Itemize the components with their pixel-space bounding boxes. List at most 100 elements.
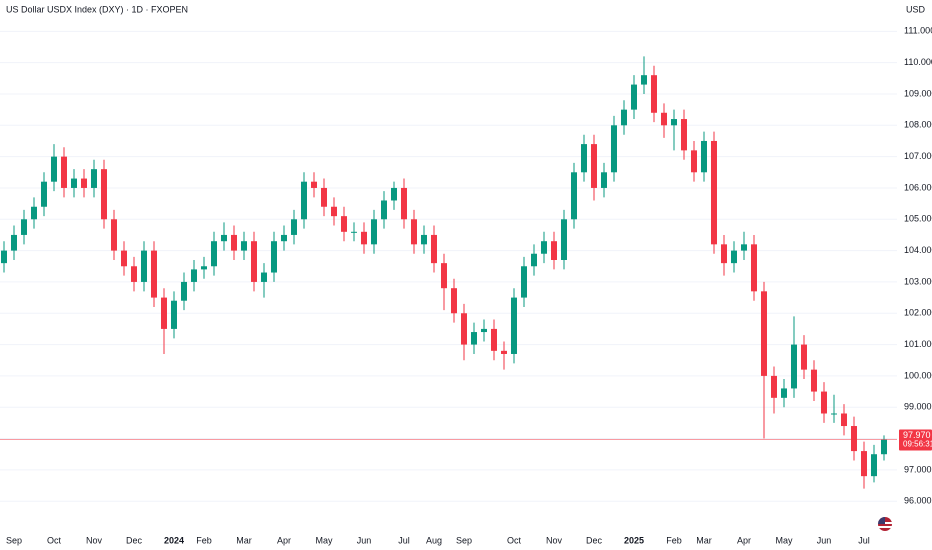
candle-body — [261, 272, 267, 282]
candle-body — [521, 266, 527, 298]
candle-body — [271, 241, 277, 273]
candle-body — [821, 391, 827, 414]
candle-body — [81, 178, 87, 188]
candle-body — [471, 332, 477, 345]
candle-body — [11, 234, 17, 251]
y-tick-label: 105.000 — [904, 214, 932, 224]
candle-body — [881, 439, 887, 455]
candle-body — [711, 140, 717, 245]
x-tick-label: 2025 — [624, 535, 644, 545]
candle-body — [301, 181, 307, 220]
candle-body — [1, 250, 7, 264]
candle-body — [701, 140, 707, 173]
plot — [1, 56, 887, 489]
candle-body — [171, 300, 177, 329]
y-tick-label: 100.000 — [904, 370, 932, 380]
candle-body — [391, 187, 397, 201]
x-tick-label: May — [775, 535, 793, 545]
x-tick-label: Feb — [666, 535, 682, 545]
candle-body — [721, 244, 727, 264]
flag-icon — [878, 517, 892, 531]
candle-body — [511, 297, 517, 354]
candle-body — [61, 156, 67, 188]
x-tick-label: Oct — [507, 535, 522, 545]
candle-body — [571, 172, 577, 220]
y-tick-label: 110.000 — [904, 57, 932, 67]
x-tick-label: Oct — [47, 535, 62, 545]
y-tick-label: 107.000 — [904, 151, 932, 161]
candle-body — [581, 144, 587, 173]
candle-body — [431, 234, 437, 264]
candle-body — [341, 216, 347, 232]
candle-body — [331, 206, 337, 217]
candle-body — [481, 328, 487, 333]
candle-body — [141, 250, 147, 282]
candle-body — [211, 241, 217, 267]
candle-body — [871, 454, 877, 477]
y-tick-label: 103.000 — [904, 276, 932, 286]
currency-label: USD — [906, 4, 926, 14]
candle-body — [91, 169, 97, 188]
candle-body — [311, 181, 317, 188]
candle-body — [601, 172, 607, 188]
candle-body — [181, 281, 187, 301]
y-tick-label: 99.000 — [904, 402, 932, 412]
candle-body — [401, 187, 407, 220]
candle-body — [621, 109, 627, 126]
y-tick-label: 108.000 — [904, 120, 932, 130]
candle-body — [831, 413, 837, 415]
x-tick-label: Jun — [357, 535, 372, 545]
y-tick-label: 101.000 — [904, 339, 932, 349]
x-tick-label: Apr — [277, 535, 291, 545]
last-price-box — [899, 429, 932, 451]
y-tick-label: 96.000 — [904, 496, 932, 506]
candle-body — [191, 269, 197, 282]
candle-body — [161, 297, 167, 329]
candle-body — [551, 241, 557, 260]
candle-body — [131, 266, 137, 282]
x-tick-label: Sep — [456, 535, 472, 545]
x-tick-label: May — [315, 535, 333, 545]
y-tick-label: 111.000 — [904, 26, 932, 36]
candle-body — [371, 219, 377, 245]
candle-body — [31, 206, 37, 220]
candle-body — [351, 231, 357, 233]
x-tick-label: Jul — [858, 535, 870, 545]
y-tick-label: 109.000 — [904, 88, 932, 98]
x-tick-label: Mar — [696, 535, 712, 545]
candle-body — [121, 250, 127, 267]
candle-body — [631, 84, 637, 110]
last-price-label: 97.970 — [903, 430, 931, 440]
y-tick-label: 104.000 — [904, 245, 932, 255]
x-tick-label: Jun — [817, 535, 832, 545]
candle-body — [101, 169, 107, 220]
candle-body — [111, 219, 117, 251]
candle-body — [771, 375, 777, 398]
candle-body — [421, 234, 427, 245]
x-tick-label: Feb — [196, 535, 212, 545]
candle-body — [641, 75, 647, 85]
candle-body — [531, 253, 537, 267]
candle-body — [651, 75, 657, 113]
x-tick-label: Dec — [126, 535, 143, 545]
candle-body — [241, 241, 247, 251]
candle-body — [781, 388, 787, 398]
candle-body — [661, 112, 667, 126]
countdown-label: 09:56:31 — [903, 440, 932, 449]
candle-body — [541, 241, 547, 254]
candle-body — [381, 200, 387, 220]
candle-body — [611, 125, 617, 173]
candle-body — [151, 250, 157, 298]
candle-body — [361, 231, 367, 245]
x-tick-label: 2024 — [164, 535, 184, 545]
candle-body — [731, 250, 737, 264]
x-tick-label: Jul — [398, 535, 410, 545]
candle-body — [461, 313, 467, 345]
candle-body — [201, 266, 207, 270]
candle-body — [41, 181, 47, 207]
candle-body — [681, 119, 687, 151]
chart-title: US Dollar USDX Index (DXY) · 1D · FXOPEN — [6, 4, 188, 14]
candle-body — [801, 344, 807, 370]
candle-body — [841, 413, 847, 427]
